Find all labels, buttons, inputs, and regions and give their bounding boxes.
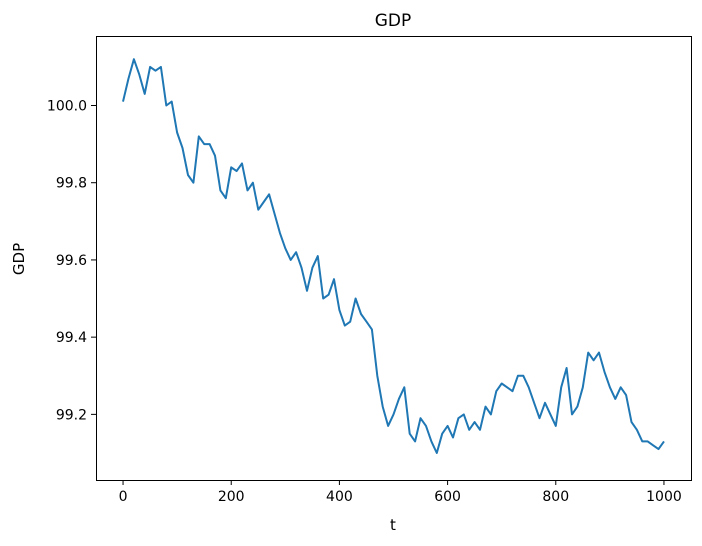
y-tick-label: 99.8 bbox=[56, 176, 87, 192]
y-tick-label: 99.4 bbox=[56, 330, 87, 346]
x-tick-label: 600 bbox=[434, 489, 461, 505]
x-tick-label: 0 bbox=[119, 489, 128, 505]
chart-title: GDP bbox=[375, 11, 412, 31]
x-tick-label: 200 bbox=[218, 489, 245, 505]
x-axis: 0 200 400 600 800 1000 bbox=[119, 480, 682, 505]
axes-frame bbox=[96, 36, 692, 481]
y-tick-label: 99.2 bbox=[56, 407, 87, 423]
y-axis-title: GDP bbox=[10, 243, 28, 275]
plot-area bbox=[122, 58, 665, 454]
series-line-0 bbox=[122, 58, 665, 454]
y-axis: 99.2 99.4 99.6 99.8 100.0 bbox=[47, 98, 96, 423]
x-tick-label: 400 bbox=[326, 489, 353, 505]
x-tick-label: 1000 bbox=[646, 489, 682, 505]
y-tick-label: 100.0 bbox=[47, 98, 87, 114]
y-tick-label: 99.6 bbox=[56, 253, 87, 269]
x-tick-label: 800 bbox=[542, 489, 569, 505]
x-axis-title: t bbox=[390, 516, 396, 534]
